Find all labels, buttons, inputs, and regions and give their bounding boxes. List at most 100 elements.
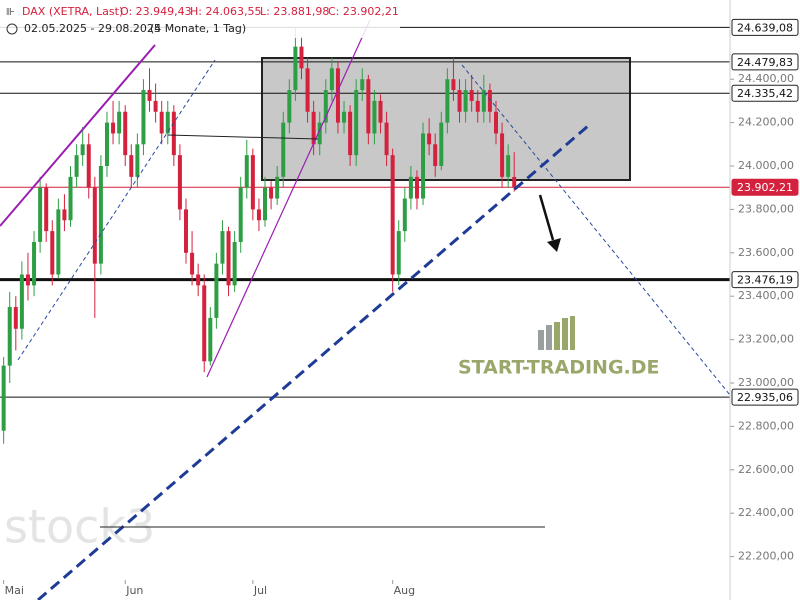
candle-body bbox=[232, 241, 237, 286]
candle-body bbox=[487, 90, 492, 112]
candle-body bbox=[62, 209, 67, 221]
candle-body bbox=[329, 68, 334, 91]
level-label-box bbox=[731, 18, 799, 36]
candle-body bbox=[80, 144, 85, 156]
candle-body bbox=[123, 111, 128, 156]
candle-body bbox=[451, 79, 456, 91]
candle-body bbox=[342, 111, 347, 123]
candle-body bbox=[171, 111, 176, 156]
candle-body bbox=[25, 274, 30, 286]
candle-body bbox=[74, 155, 79, 177]
y-tick-label: 23.200,00 bbox=[738, 333, 794, 346]
level-label-box bbox=[731, 53, 799, 71]
candle-body bbox=[86, 144, 91, 188]
candle-body bbox=[445, 79, 450, 123]
level-label: 24.335,42 bbox=[737, 87, 793, 100]
candle-body bbox=[104, 122, 109, 167]
candle-body bbox=[183, 209, 188, 253]
candle-body bbox=[457, 90, 462, 112]
candle-body bbox=[366, 79, 371, 134]
candle-body bbox=[50, 231, 55, 275]
candle-body bbox=[500, 133, 505, 177]
candle-body bbox=[299, 46, 304, 69]
candle-body bbox=[421, 133, 426, 199]
candle-body bbox=[311, 111, 316, 145]
candle-body bbox=[463, 90, 468, 112]
range-box bbox=[261, 57, 631, 181]
ohlc-open: O: 23.949,43 bbox=[120, 5, 192, 18]
candle-body bbox=[32, 241, 37, 286]
y-tick-label: 22.800,00 bbox=[738, 419, 794, 432]
candle-body bbox=[220, 231, 225, 264]
candle-body bbox=[433, 144, 438, 167]
date-range: 02.05.2025 - 29.08.2025 bbox=[24, 22, 161, 35]
candle-body bbox=[244, 155, 249, 188]
svg-text:⊪: ⊪ bbox=[6, 7, 15, 18]
level-label-box bbox=[731, 178, 799, 196]
candle-body bbox=[226, 231, 231, 286]
candle-body bbox=[56, 209, 61, 275]
candle-body bbox=[7, 307, 12, 366]
candle-body bbox=[293, 46, 298, 91]
candle-body bbox=[384, 122, 389, 156]
candle-body bbox=[111, 122, 116, 134]
candle-body bbox=[360, 79, 365, 91]
candle-body bbox=[323, 90, 328, 123]
level-label: 24.479,83 bbox=[737, 56, 793, 69]
candle-body bbox=[402, 198, 407, 232]
candle-body bbox=[396, 231, 401, 275]
candle-body bbox=[439, 122, 444, 167]
candle-body bbox=[238, 187, 243, 242]
level-label: 23.902,21 bbox=[737, 181, 793, 194]
candle-body bbox=[117, 111, 122, 134]
candle-body bbox=[475, 100, 480, 112]
candle-body bbox=[408, 176, 413, 199]
candle-body bbox=[390, 155, 395, 275]
candle-body bbox=[190, 252, 195, 275]
candle-body bbox=[98, 166, 103, 264]
candle-body bbox=[196, 274, 201, 286]
candle-body bbox=[256, 209, 261, 221]
candle-body bbox=[141, 90, 146, 145]
level-label-box bbox=[731, 271, 799, 289]
x-tick-label: Jul bbox=[253, 584, 267, 597]
candle-body bbox=[177, 155, 182, 210]
grid: 22.200,00 22.400,00 22.600,00 22.800,00 23.0… bbox=[3, 72, 794, 597]
y-tick-label: 23.000,00 bbox=[738, 376, 794, 389]
x-tick-label: Aug bbox=[394, 584, 415, 597]
candle-body bbox=[469, 90, 474, 101]
level-label: 23.476,19 bbox=[737, 274, 793, 287]
ohlc-close: C: 23.902,21 bbox=[328, 5, 399, 18]
x-tick-label: Mai bbox=[5, 584, 24, 597]
x-tick-label: Jun bbox=[125, 584, 143, 597]
candle-body bbox=[92, 187, 97, 264]
candle-body bbox=[159, 111, 164, 134]
y-tick-label: 22.200,00 bbox=[738, 550, 794, 563]
candle-body bbox=[481, 90, 486, 112]
candle-body bbox=[335, 68, 340, 123]
candle-body bbox=[414, 176, 419, 199]
candle-body bbox=[354, 90, 359, 156]
candle-body bbox=[1, 365, 6, 431]
candle-body bbox=[147, 90, 152, 101]
candle-body bbox=[372, 100, 377, 134]
candle-body bbox=[250, 155, 255, 210]
level-label: 22.935,06 bbox=[737, 391, 793, 404]
trend-lines bbox=[0, 19, 731, 602]
candles bbox=[1, 27, 517, 444]
y-tick-label: 24.200,00 bbox=[738, 116, 794, 129]
watermark-site: START-TRADING.DE bbox=[458, 357, 660, 379]
date-span: (4 Monate, 1 Tag) bbox=[150, 22, 246, 35]
y-tick-label: 23.400,00 bbox=[738, 289, 794, 302]
candle-body bbox=[165, 111, 170, 134]
candle-body bbox=[44, 187, 49, 232]
candle-body bbox=[269, 187, 274, 199]
candle-body bbox=[19, 274, 24, 329]
candle-body bbox=[38, 187, 43, 242]
candle-body bbox=[153, 100, 158, 112]
candle-body bbox=[281, 122, 286, 177]
candle-body bbox=[214, 263, 219, 318]
instrument: DAX (XETRA, Last) bbox=[22, 5, 123, 18]
candle-body bbox=[263, 187, 268, 221]
